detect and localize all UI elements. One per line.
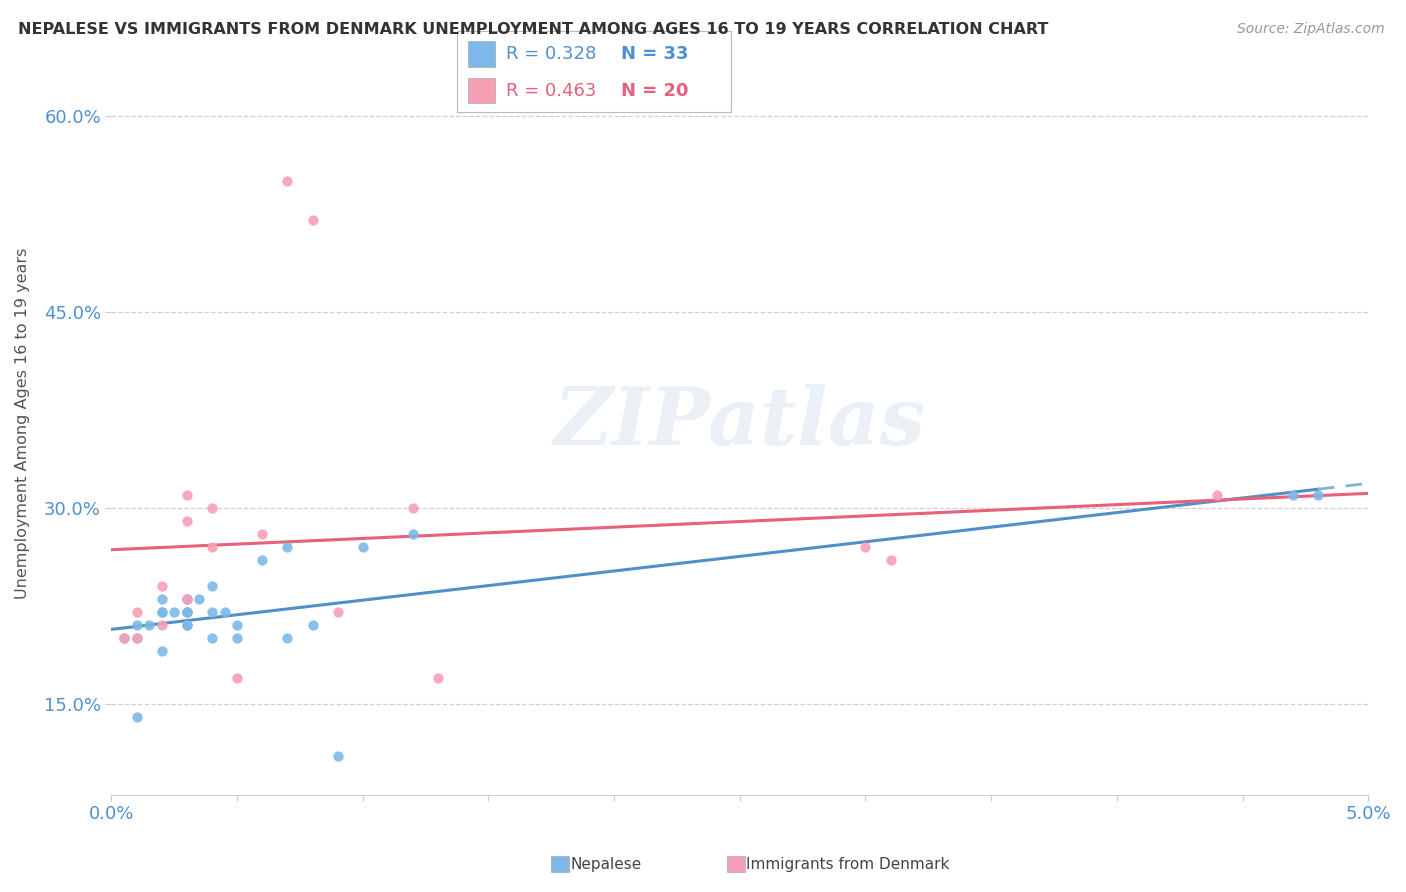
Point	[402, 500, 425, 515]
Point	[150, 605, 173, 619]
Point	[252, 553, 274, 567]
Text: R = 0.463: R = 0.463	[506, 82, 596, 100]
Point	[176, 605, 198, 619]
FancyBboxPatch shape	[468, 41, 495, 67]
Point	[226, 632, 249, 646]
Text: N = 33: N = 33	[621, 45, 689, 62]
Point	[112, 632, 135, 646]
Point	[176, 605, 198, 619]
Point	[150, 579, 173, 593]
Point	[176, 618, 198, 632]
Point	[125, 632, 148, 646]
Text: Nepalese: Nepalese	[571, 857, 641, 871]
Point	[276, 174, 298, 188]
Point	[427, 671, 450, 685]
Point	[176, 592, 198, 607]
Point	[201, 579, 224, 593]
Point	[176, 618, 198, 632]
Point	[402, 527, 425, 541]
Point	[201, 632, 224, 646]
Point	[879, 553, 901, 567]
Point	[226, 671, 249, 685]
Text: ZIPatlas: ZIPatlas	[554, 384, 927, 462]
Point	[150, 644, 173, 658]
Point	[150, 605, 173, 619]
Point	[276, 632, 298, 646]
Text: Source: ZipAtlas.com: Source: ZipAtlas.com	[1237, 22, 1385, 37]
Point	[201, 540, 224, 554]
Point	[176, 514, 198, 528]
Point	[138, 618, 160, 632]
Point	[125, 618, 148, 632]
Point	[125, 709, 148, 723]
Point	[226, 618, 249, 632]
Point	[176, 592, 198, 607]
Point	[176, 488, 198, 502]
Y-axis label: Unemployment Among Ages 16 to 19 years: Unemployment Among Ages 16 to 19 years	[15, 247, 30, 599]
Point	[125, 632, 148, 646]
Point	[1306, 488, 1329, 502]
Text: Immigrants from Denmark: Immigrants from Denmark	[747, 857, 949, 871]
Point	[201, 500, 224, 515]
Point	[276, 540, 298, 554]
Text: NEPALESE VS IMMIGRANTS FROM DENMARK UNEMPLOYMENT AMONG AGES 16 TO 19 YEARS CORRE: NEPALESE VS IMMIGRANTS FROM DENMARK UNEM…	[18, 22, 1049, 37]
Point	[163, 605, 186, 619]
FancyBboxPatch shape	[468, 78, 495, 103]
Text: R = 0.328: R = 0.328	[506, 45, 596, 62]
Point	[176, 605, 198, 619]
Point	[150, 592, 173, 607]
Text: N = 20: N = 20	[621, 82, 689, 100]
Point	[125, 605, 148, 619]
Point	[326, 605, 349, 619]
Point	[201, 605, 224, 619]
Point	[352, 540, 374, 554]
Point	[176, 592, 198, 607]
Point	[855, 540, 877, 554]
Point	[301, 618, 323, 632]
Point	[301, 213, 323, 227]
Point	[1206, 488, 1229, 502]
Point	[214, 605, 236, 619]
Point	[1281, 488, 1303, 502]
Point	[112, 632, 135, 646]
Point	[326, 748, 349, 763]
Point	[252, 527, 274, 541]
Point	[150, 618, 173, 632]
Point	[188, 592, 211, 607]
